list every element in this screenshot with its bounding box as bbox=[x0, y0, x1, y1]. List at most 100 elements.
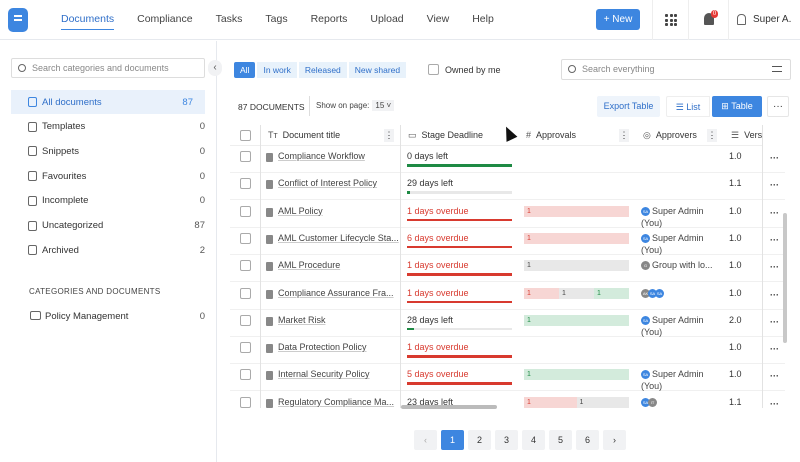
table-view-button[interactable]: ⊞ Table bbox=[712, 96, 762, 117]
column-menu-button[interactable]: ⋮ bbox=[619, 129, 629, 142]
row-actions-cell: ··· bbox=[762, 146, 785, 173]
row-checkbox[interactable] bbox=[240, 342, 251, 354]
horizontal-scrollbar[interactable] bbox=[401, 405, 497, 409]
row-actions-button[interactable]: ··· bbox=[770, 153, 779, 163]
filter-settings-icon[interactable] bbox=[772, 66, 782, 68]
filter-tab-new-shared[interactable]: New shared bbox=[348, 62, 407, 78]
row-checkbox[interactable] bbox=[240, 260, 251, 272]
page-5-button[interactable]: 5 bbox=[549, 430, 572, 450]
row-actions-button[interactable]: ··· bbox=[770, 371, 779, 382]
sidebar-item-all-documents[interactable]: All documents 87 bbox=[11, 90, 205, 114]
page-2-button[interactable]: 2 bbox=[468, 430, 491, 450]
table-row[interactable]: Compliance Assurance Fra... 1 days overdu… bbox=[230, 283, 785, 310]
column-header-stage-deadline[interactable]: ▭ Stage Deadline bbox=[400, 125, 518, 146]
column-header-vers[interactable]: ☰ Vers bbox=[723, 125, 762, 146]
row-checkbox[interactable] bbox=[240, 151, 251, 162]
page-3-button[interactable]: 3 bbox=[495, 430, 518, 450]
sidebar-item-favourites[interactable]: Favourites 0 bbox=[11, 164, 205, 188]
apps-grid-icon[interactable] bbox=[665, 14, 677, 26]
column-header-approvers[interactable]: ◎ Approvers ⋮ bbox=[635, 125, 723, 146]
prev-page-button[interactable]: ‹ bbox=[414, 430, 437, 450]
row-actions-button[interactable]: ··· bbox=[770, 180, 779, 191]
row-checkbox[interactable] bbox=[240, 178, 251, 190]
collapse-sidebar-button[interactable]: ‹ bbox=[208, 60, 222, 76]
category-search-input[interactable]: Search categories and documents bbox=[11, 58, 205, 78]
new-button[interactable]: + New bbox=[596, 9, 640, 30]
row-actions-button[interactable]: ··· bbox=[770, 289, 779, 300]
table-row[interactable]: Data Protection Policy 1 days overdue 1.0 ·… bbox=[230, 337, 785, 365]
table-row[interactable]: Internal Security Policy 5 days overdue 1 S… bbox=[230, 364, 785, 392]
document-title-link[interactable]: Compliance Workflow bbox=[278, 151, 365, 161]
document-title-link[interactable]: Conflict of Interest Policy bbox=[278, 178, 378, 189]
owned-by-me-checkbox[interactable]: Owned by me bbox=[428, 64, 501, 75]
row-actions-button[interactable]: ··· bbox=[770, 207, 779, 218]
document-title-link[interactable]: Data Protection Policy bbox=[278, 342, 367, 353]
show-on-page-select[interactable]: Show on page: 15 ˅ bbox=[309, 96, 395, 116]
document-title-link[interactable]: AML Policy bbox=[278, 205, 323, 216]
row-checkbox[interactable] bbox=[240, 369, 251, 381]
vertical-scrollbar[interactable] bbox=[783, 213, 787, 343]
nav-reports[interactable]: Reports bbox=[310, 13, 348, 25]
page-size-value[interactable]: 15 ˅ bbox=[372, 100, 395, 111]
filter-tab-all[interactable]: All bbox=[234, 62, 256, 78]
document-title-link[interactable]: Market Risk bbox=[278, 314, 326, 325]
table-row[interactable]: AML Customer Lifecycle Sta... 6 days over… bbox=[230, 228, 785, 255]
sidebar-item-templates[interactable]: Templates 0 bbox=[11, 115, 205, 139]
nav-documents[interactable]: Documents bbox=[61, 13, 115, 30]
page-4-button[interactable]: 4 bbox=[522, 430, 545, 450]
column-header-approvals[interactable]: # Approvals ⋮ bbox=[518, 125, 635, 146]
app-logo[interactable] bbox=[8, 8, 28, 32]
document-title-link[interactable]: Compliance Assurance Fra... bbox=[278, 287, 394, 298]
document-title-link[interactable]: AML Customer Lifecycle Sta... bbox=[278, 232, 399, 243]
sidebar-item-archived[interactable]: Archived 2 bbox=[11, 238, 205, 262]
column-menu-button[interactable]: ⋮ bbox=[384, 129, 394, 142]
column-menu-button[interactable]: ⋮ bbox=[707, 129, 717, 142]
row-actions-button[interactable]: ··· bbox=[770, 398, 779, 408]
sidebar-item-incomplete[interactable]: Incomplete 0 bbox=[11, 189, 205, 213]
table-row[interactable]: Conflict of Interest Policy 29 days left 1… bbox=[230, 173, 785, 201]
approver-name: Super Admin (You) bbox=[641, 205, 704, 228]
row-checkbox[interactable] bbox=[240, 314, 251, 326]
row-checkbox[interactable] bbox=[240, 396, 251, 408]
filter-tab-released[interactable]: Released bbox=[298, 62, 347, 78]
row-actions-button[interactable]: ··· bbox=[770, 344, 779, 355]
more-options-button[interactable]: ··· bbox=[767, 96, 789, 117]
top-nav-bar: Documents Compliance Tasks Tags Reports Uploa… bbox=[0, 0, 800, 40]
user-icon[interactable] bbox=[737, 14, 746, 25]
row-actions-button[interactable]: ··· bbox=[770, 316, 779, 327]
row-checkbox[interactable] bbox=[240, 232, 251, 244]
table-row[interactable]: AML Policy 1 days overdue 1 SA Super Admin (… bbox=[230, 201, 785, 228]
document-title-link[interactable]: Internal Security Policy bbox=[278, 369, 370, 380]
row-checkbox[interactable] bbox=[240, 287, 251, 299]
sidebar-item-uncategorized[interactable]: Uncategorized 87 bbox=[11, 214, 205, 238]
table-row[interactable]: Market Risk 28 days left 1 SA Super Admin (Y… bbox=[230, 310, 785, 337]
document-title-link[interactable]: AML Procedure bbox=[278, 260, 341, 271]
row-checkbox[interactable] bbox=[240, 205, 251, 217]
nav-tags[interactable]: Tags bbox=[265, 13, 288, 25]
nav-view[interactable]: View bbox=[426, 13, 450, 25]
filter-tab-in-work[interactable]: In work bbox=[257, 62, 297, 78]
row-actions-button[interactable]: ··· bbox=[770, 234, 779, 245]
user-menu[interactable]: Super A. bbox=[753, 14, 792, 25]
title-cell: Compliance Workflow bbox=[260, 146, 400, 173]
page-6-button[interactable]: 6 bbox=[576, 430, 599, 450]
export-table-button[interactable]: Export Table bbox=[597, 96, 660, 117]
category-policy-management[interactable]: Policy Management 0 bbox=[11, 304, 205, 328]
row-actions-button[interactable]: ··· bbox=[770, 262, 779, 273]
table-row[interactable]: Compliance Workflow 0 days left 1.0 ··· bbox=[230, 146, 785, 173]
nav-upload[interactable]: Upload bbox=[370, 13, 404, 25]
page-1-button[interactable]: 1 bbox=[441, 430, 464, 450]
nav-tasks[interactable]: Tasks bbox=[215, 13, 243, 25]
nav-help[interactable]: Help bbox=[472, 13, 494, 25]
nav-compliance[interactable]: Compliance bbox=[137, 13, 193, 25]
table-row[interactable]: Regulatory Compliance Ma... 23 days left 1… bbox=[230, 392, 785, 408]
table-row[interactable]: AML Procedure 1 days overdue 1 G Group with … bbox=[230, 255, 785, 283]
list-view-button[interactable]: ☰ List bbox=[666, 96, 710, 117]
column-header-document-title[interactable]: Tт Document title ⋮ bbox=[260, 125, 400, 146]
document-title-link[interactable]: Regulatory Compliance Ma... bbox=[278, 396, 395, 407]
select-all-checkbox[interactable] bbox=[240, 130, 251, 141]
global-search-input[interactable]: Search everything bbox=[561, 59, 791, 80]
next-page-button[interactable]: › bbox=[603, 430, 626, 450]
sidebar-item-snippets[interactable]: Snippets 0 bbox=[11, 139, 205, 163]
bell-icon[interactable] bbox=[704, 13, 714, 25]
